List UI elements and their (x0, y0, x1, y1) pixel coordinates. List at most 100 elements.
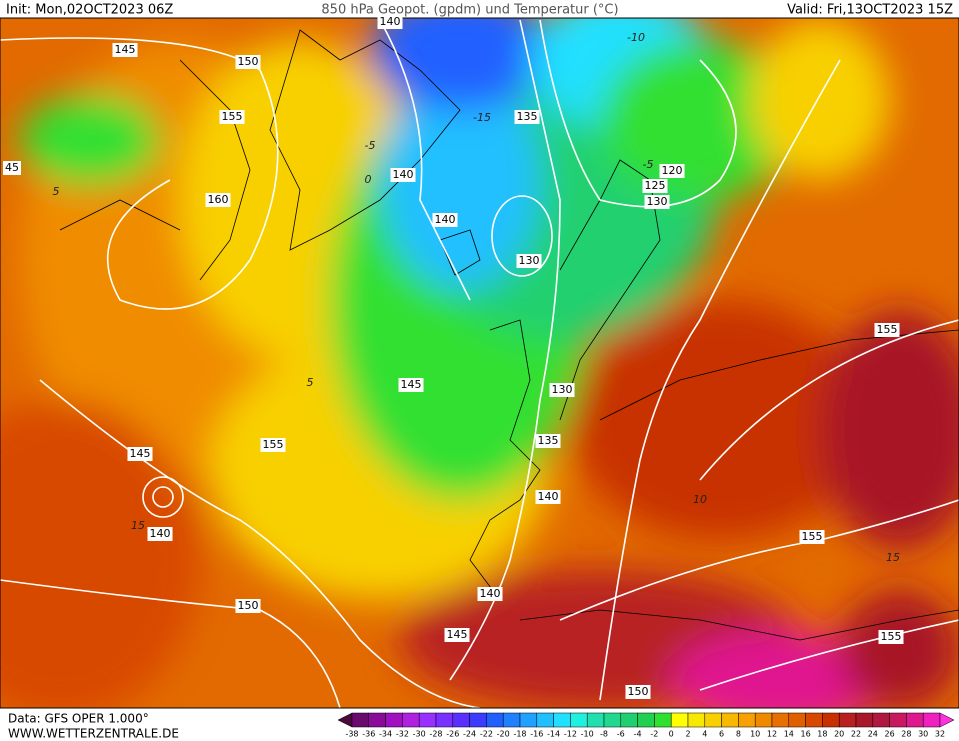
colorbar-tick-label: 10 (750, 730, 760, 739)
label-box (535, 434, 561, 448)
init-time: Init: Mon,02OCT2023 06Z (6, 3, 173, 18)
temperature-label: 15 (886, 551, 900, 564)
geopotential-label: 160 (208, 193, 229, 206)
colorbar-swatch (922, 712, 941, 728)
colorbar-tick-label: 16 (801, 730, 811, 739)
site-url: WWW.WETTERZENTRALE.DE (8, 727, 179, 741)
label-box (535, 490, 561, 504)
colorbar-swatch (452, 712, 470, 728)
colorbar-swatch (536, 712, 554, 728)
colorbar-swatch (486, 712, 504, 728)
map-frame (0, 17, 959, 709)
geopotential-label: 130 (647, 195, 668, 208)
colorbar-tick-label: -10 (581, 730, 594, 739)
geopotential-label: 130 (552, 383, 573, 396)
colorbar-swatch (418, 712, 437, 728)
colorbar-tick-label: -34 (379, 730, 392, 739)
colorbar-tick-label: 28 (901, 730, 911, 739)
colorbar-swatch (402, 712, 420, 728)
colorbar-tick-label: -18 (513, 730, 526, 739)
label-box (112, 43, 138, 57)
label-box (799, 530, 825, 544)
colorbar-tick-label: -8 (600, 730, 608, 739)
geopotential-label: 155 (802, 530, 823, 543)
colorbar-swatch (586, 712, 605, 728)
geopotential-label: 145 (130, 447, 151, 460)
colorbar-swatch (838, 712, 857, 728)
label-box (514, 110, 540, 124)
geopotential-label: 130 (519, 254, 540, 267)
colorbar-tick-label: 26 (885, 730, 895, 739)
geopotential-label: 140 (480, 587, 501, 600)
geopotential-label: 155 (881, 630, 902, 643)
data-source: Data: GFS OPER 1.000° (8, 712, 149, 726)
colorbar-swatch (368, 712, 386, 728)
label-box (147, 527, 173, 541)
temperature-label: 5 (53, 185, 60, 198)
temperature-label: -5 (643, 158, 654, 171)
colorbar-swatch (754, 712, 773, 728)
label-box (444, 628, 470, 642)
colorbar-tick-label: 32 (935, 730, 945, 739)
colorbar-tick-label: -12 (564, 730, 577, 739)
colorbar-tick-label: -22 (480, 730, 493, 739)
colorbar-tick-label: 12 (767, 730, 777, 739)
colorbar-swatch (889, 712, 907, 728)
geopotential-label: 120 (662, 164, 683, 177)
geopotential-label: 150 (238, 599, 259, 612)
label-box (516, 254, 542, 268)
label-box (260, 438, 286, 452)
label-box (235, 55, 261, 69)
colorbar-tick-label: -2 (650, 730, 658, 739)
colorbar-swatch (637, 712, 655, 728)
geopotential-label: 155 (877, 323, 898, 336)
label-box (878, 630, 904, 644)
temperature-label: -15 (473, 111, 491, 124)
colorbar-swatch (771, 712, 790, 728)
colorbar: -38 -36 -34 -32 -30 -28 -26 -24 -22 -20 -18 -16 -14-… (337, 712, 955, 739)
colorbar-swatch (553, 712, 571, 728)
colorbar-swatch (721, 712, 739, 728)
colorbar-swatch (704, 712, 722, 728)
label-box (644, 195, 670, 209)
map-title: 850 hPa Geopot. (gpdm) und Temperatur (°… (321, 3, 618, 18)
colorbar-swatch (788, 712, 806, 728)
geopotential-label: 140 (538, 490, 559, 503)
geopotential-label: 145 (447, 628, 468, 641)
geopotential-label: 140 (435, 213, 456, 226)
temperature-label: 15 (131, 519, 145, 532)
colorbar-swatch (872, 712, 890, 728)
colorbar-swatch (620, 712, 638, 728)
geopotential-label: 145 (401, 378, 422, 391)
colorbar-swatch (738, 712, 756, 728)
colorbar-tick-label: 6 (719, 730, 724, 739)
contour-labels: 1451501551604514013514014013012012513014… (3, 15, 904, 699)
colorbar-tick-label: -30 (413, 730, 426, 739)
label-box (377, 15, 403, 29)
colorbar-tick-label: 22 (851, 730, 861, 739)
geopotential-label: 125 (645, 179, 666, 192)
temperature-label: 0 (365, 173, 372, 186)
label-box (477, 587, 503, 601)
valid-time: Valid: Fri,13OCT2023 15Z (787, 3, 953, 18)
label-box (549, 383, 575, 397)
colorbar-swatch (502, 712, 521, 728)
geopotential-label: 45 (5, 161, 19, 174)
label-box (659, 164, 685, 178)
colorbar-swatch (654, 712, 672, 728)
colorbar-swatch (906, 712, 924, 728)
colorbar-tick-label: -20 (497, 730, 510, 739)
geopotential-label: 135 (517, 110, 538, 123)
temperature-label: 10 (693, 493, 707, 506)
colorbar-swatch (805, 712, 823, 728)
label-box (874, 323, 900, 337)
colorbar-tick-label: -6 (617, 730, 625, 739)
colorbar-tick-label: 0 (669, 730, 674, 739)
colorbar-swatch (351, 712, 370, 728)
colorbar-tick-label: -4 (634, 730, 642, 739)
colorbar-tick-label: 18 (817, 730, 827, 739)
geopotential-label: 155 (222, 110, 243, 123)
